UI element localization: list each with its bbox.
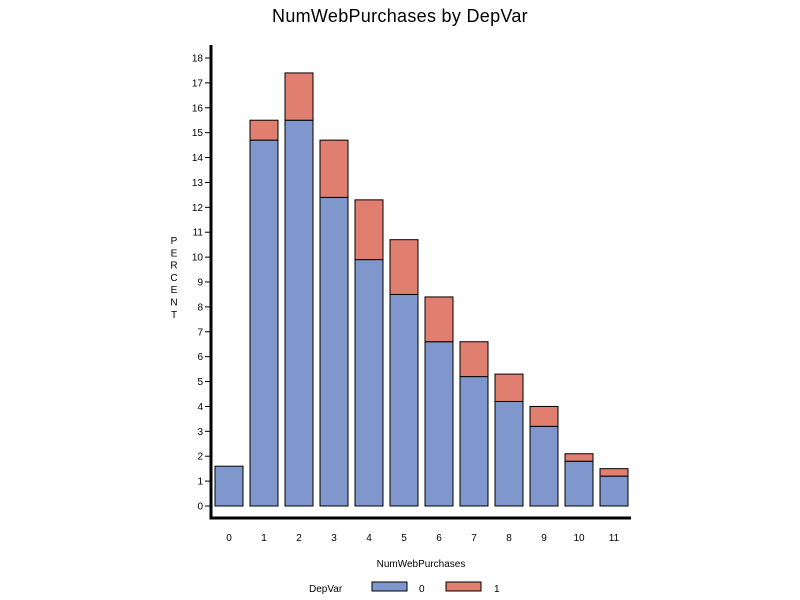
y-tick-label-18: 18 [192,54,204,65]
legend-label-0: 0 [419,584,425,595]
y-tick-label-6: 6 [197,352,203,363]
bar-6-depvar-0 [424,341,454,507]
x-tick-label-9: 9 [541,533,547,544]
y-tick-label-1: 1 [197,477,203,488]
bar-1-depvar-1 [249,119,279,141]
y-tick-label-11: 11 [193,228,204,239]
x-tick-label-0: 0 [226,533,232,544]
y-tick-label-3: 3 [197,427,203,438]
x-tick-label-11: 11 [609,533,620,544]
bar-7-depvar-0 [459,376,489,507]
y-tick-label-5: 5 [197,377,203,388]
chart-title: NumWebPurchases by DepVar [272,6,528,26]
bar-0-depvar-0 [214,465,244,507]
legend-title: DepVar [309,584,343,595]
x-tick-label-4: 4 [366,533,372,544]
bar-1-depvar-0 [249,139,279,507]
y-tick-label-8: 8 [197,302,203,313]
bar-6-depvar-1 [424,296,454,343]
y-tick-label-15: 15 [192,128,204,139]
x-axis-title: NumWebPurchases [377,559,466,570]
bar-5-depvar-1 [389,239,419,295]
x-tick-label-8: 8 [506,533,512,544]
bar-9-depvar-1 [529,405,559,427]
y-tick-label-12: 12 [192,203,204,214]
x-tick-label-3: 3 [331,533,337,544]
bar-5-depvar-0 [389,293,419,507]
bar-2-depvar-0 [284,119,314,507]
bar-4-depvar-1 [354,199,384,261]
legend-label-1: 1 [494,584,500,595]
bar-3-depvar-0 [319,196,349,507]
y-tick-label-16: 16 [192,103,204,114]
x-tick-label-6: 6 [436,533,442,544]
legend: DepVar 0 1 [309,581,500,595]
legend-swatch-1 [445,581,482,592]
y-tick-label-13: 13 [192,178,204,189]
y-tick-label-2: 2 [197,452,203,463]
bar-2-depvar-1 [284,72,314,121]
legend-swatch-0 [371,581,408,592]
bar-8-depvar-0 [494,400,524,507]
x-tick-label-7: 7 [471,533,477,544]
bar-9-depvar-0 [529,425,559,507]
bars-layer [214,72,629,507]
x-tick-label-10: 10 [573,533,585,544]
bar-8-depvar-1 [494,373,524,402]
bar-3-depvar-1 [319,139,349,198]
bar-7-depvar-1 [459,341,489,378]
x-tick-label-1: 1 [261,533,267,544]
y-tick-label-9: 9 [197,278,203,289]
y-tick-label-0: 0 [197,502,203,513]
bar-10-depvar-1 [564,453,594,462]
x-tick-label-2: 2 [296,533,302,544]
y-tick-label-10: 10 [192,253,204,264]
y-tick-label-17: 17 [192,78,204,89]
ticks-layer: 0 1 2 3 4 5 6 7 8 9 10 1101234567891011121314151617… [192,54,620,545]
bar-11-depvar-1 [599,468,629,477]
bar-4-depvar-0 [354,259,384,507]
y-tick-label-4: 4 [197,402,203,413]
bar-10-depvar-0 [564,460,594,507]
y-tick-label-14: 14 [192,153,204,164]
x-tick-label-5: 5 [401,533,407,544]
y-tick-label-7: 7 [197,327,203,338]
bar-11-depvar-0 [599,475,629,507]
